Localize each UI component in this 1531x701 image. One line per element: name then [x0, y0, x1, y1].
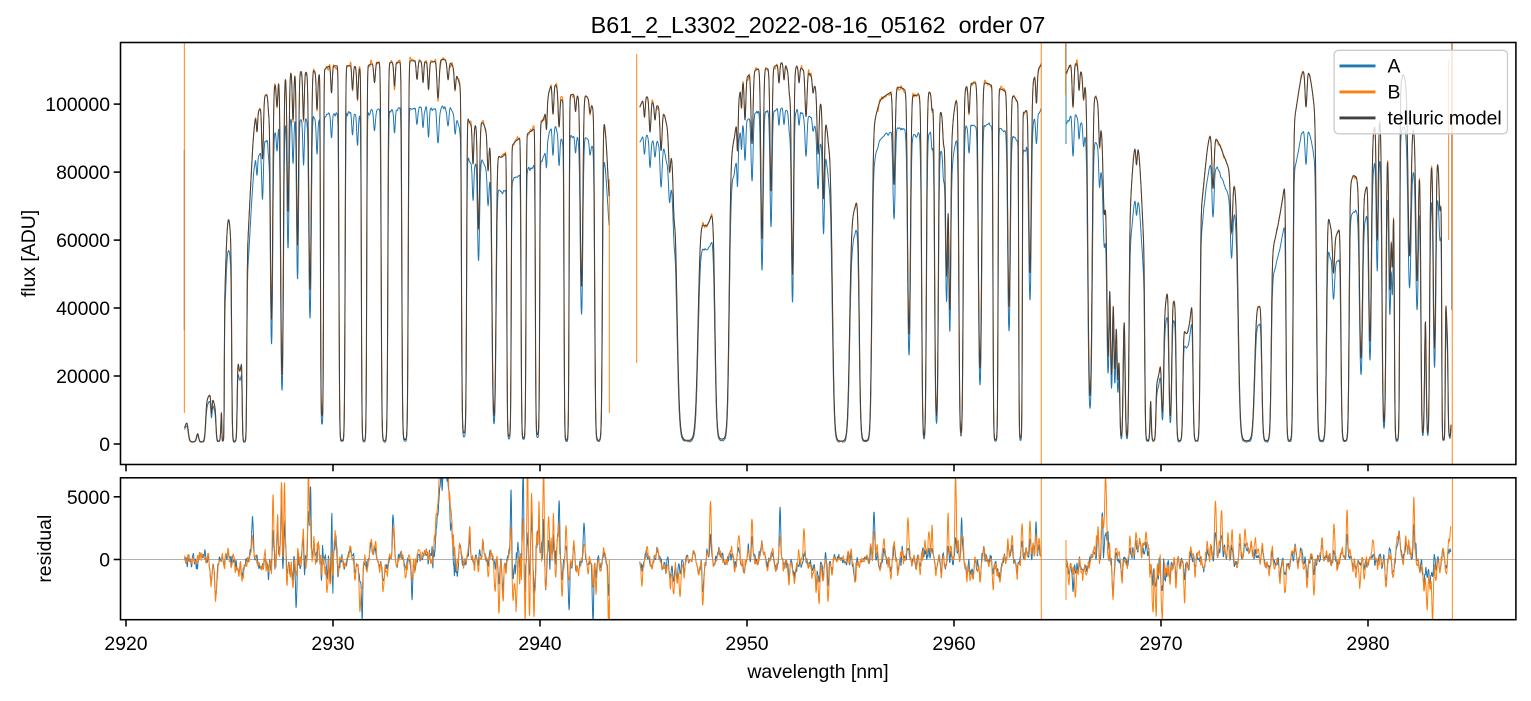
- svg-text:telluric model: telluric model: [1388, 108, 1502, 130]
- svg-text:B: B: [1388, 82, 1401, 104]
- svg-text:40000: 40000: [56, 298, 110, 320]
- svg-text:2980: 2980: [1346, 633, 1389, 655]
- svg-text:wavelength [nm]: wavelength [nm]: [746, 661, 888, 683]
- svg-text:B61_2_L3302_2022-08-16_05162: B61_2_L3302_2022-08-16_05162 order 07: [591, 12, 1046, 38]
- svg-text:0: 0: [99, 550, 110, 572]
- svg-text:flux [ADU]: flux [ADU]: [18, 210, 40, 297]
- svg-text:100000: 100000: [45, 94, 110, 116]
- svg-text:0: 0: [99, 434, 110, 456]
- svg-text:residual: residual: [34, 515, 56, 583]
- svg-text:A: A: [1388, 56, 1401, 78]
- svg-text:2950: 2950: [725, 633, 768, 655]
- svg-text:2970: 2970: [1139, 633, 1182, 655]
- svg-text:2940: 2940: [518, 633, 561, 655]
- svg-text:2920: 2920: [104, 633, 147, 655]
- svg-text:2930: 2930: [311, 633, 354, 655]
- svg-text:80000: 80000: [56, 162, 110, 184]
- svg-text:5000: 5000: [67, 487, 110, 509]
- svg-text:60000: 60000: [56, 230, 110, 252]
- svg-text:2960: 2960: [932, 633, 975, 655]
- svg-text:20000: 20000: [56, 366, 110, 388]
